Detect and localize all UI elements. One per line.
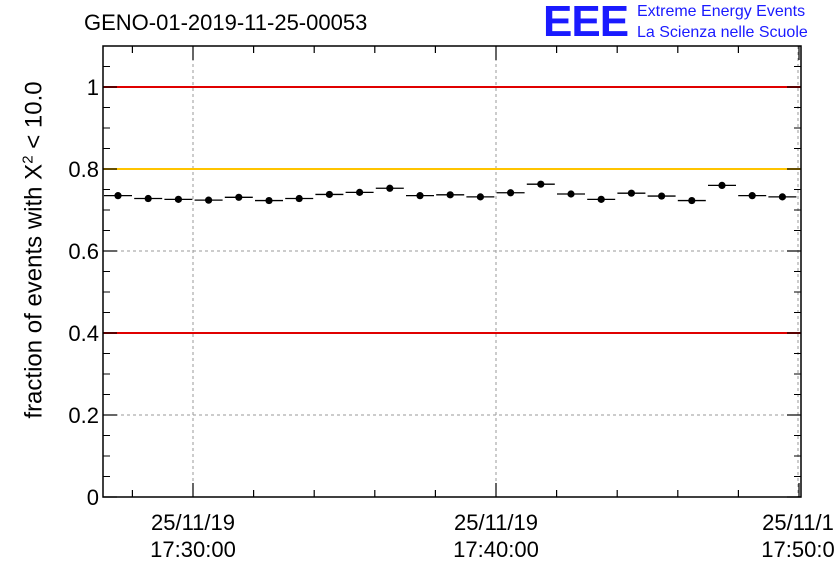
chart-title: GENO-01-2019-11-25-00053 — [84, 10, 368, 35]
y-tick-label: 0.6 — [68, 239, 99, 264]
y-tick-label: 0 — [87, 485, 99, 510]
data-point — [718, 181, 726, 189]
x-tick-label-time: 17:40:00 — [453, 537, 539, 562]
data-point — [356, 188, 364, 196]
data-point — [748, 192, 756, 200]
data-point — [144, 194, 152, 203]
data-point — [597, 195, 605, 203]
data-point — [688, 196, 696, 205]
y-axis-label-suffix: < 10.0 — [20, 81, 48, 156]
data-point — [446, 191, 454, 199]
data-point — [507, 189, 515, 197]
x-tick-label-time: 17:50:0 — [761, 537, 834, 562]
x-tick-label-date: 25/11/19 — [151, 510, 235, 535]
y-tick-label: 0.8 — [68, 157, 99, 182]
data-point — [295, 194, 303, 203]
plot-frame — [102, 45, 802, 498]
y-tick-label: 0.4 — [68, 321, 99, 346]
data-point — [325, 190, 333, 199]
data-point — [778, 193, 787, 201]
data-point — [537, 180, 545, 188]
y-tick-label: 0.2 — [68, 403, 99, 428]
logo-text-line2: La Scienza nelle Scuole — [637, 24, 808, 41]
x-tick-label-time: 17:30:00 — [150, 537, 236, 562]
data-point — [205, 196, 213, 204]
logo-text-line1: Extreme Energy Events — [637, 3, 806, 20]
data-point — [265, 196, 273, 205]
data-point — [235, 193, 243, 201]
y-axis-label-prefix: fraction of events with X — [20, 163, 48, 419]
data-point — [627, 189, 636, 197]
data-point — [658, 192, 666, 200]
eee-logo: EEE — [543, 0, 629, 46]
data-point — [416, 192, 424, 200]
x-tick-label-date: 25/11/1 — [762, 510, 834, 535]
data-point — [174, 195, 182, 203]
data-point — [476, 193, 484, 201]
y-axis-label: fraction of events with X2 < 10.0 — [20, 81, 49, 418]
data-point — [567, 190, 575, 198]
data-point — [386, 184, 394, 192]
y-tick-label: 1 — [87, 75, 99, 100]
data-point — [114, 192, 122, 200]
x-tick-label-date: 25/11/19 — [454, 510, 538, 535]
y-axis-label-superscript: 2 — [19, 155, 37, 164]
